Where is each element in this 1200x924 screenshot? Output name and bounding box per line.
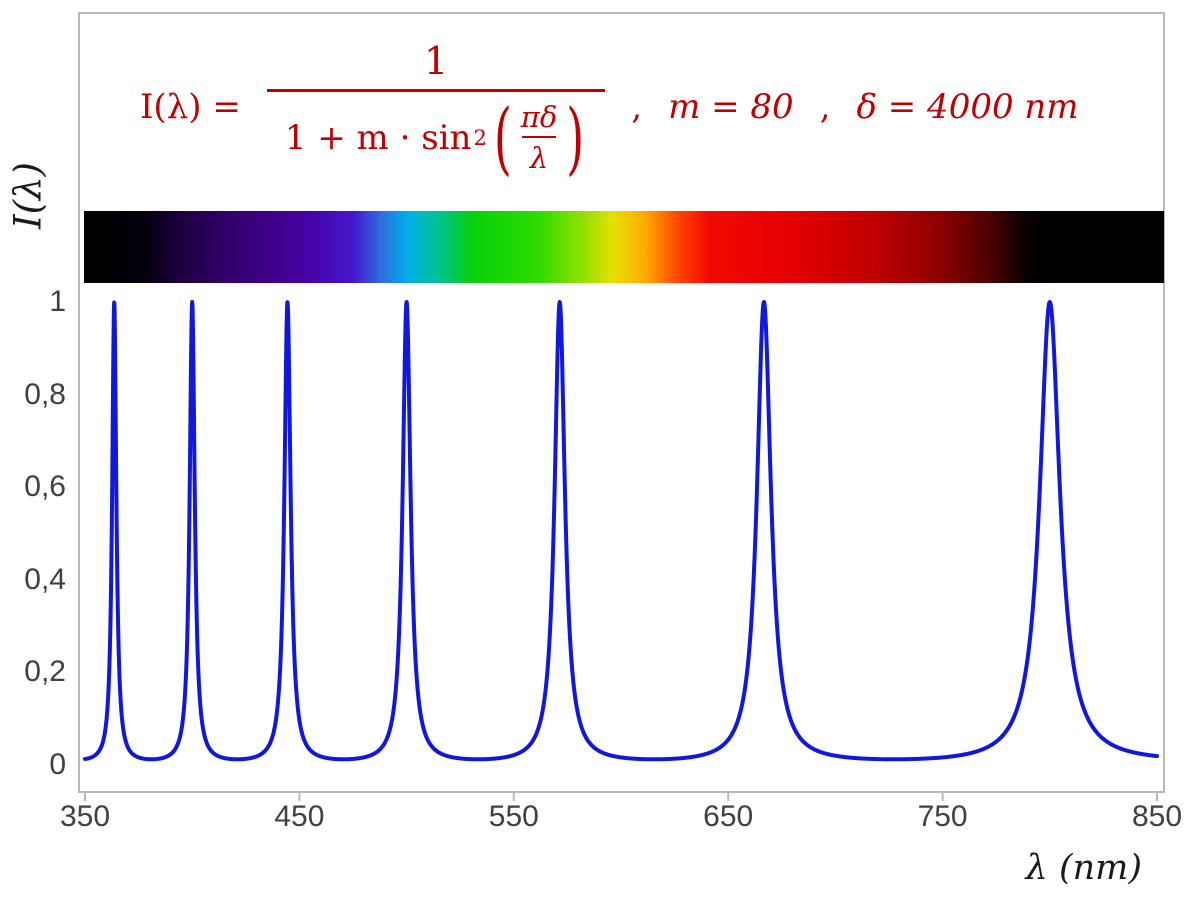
- y-tick-label: 0,2: [24, 655, 66, 689]
- y-tick-label: 0,6: [24, 470, 66, 504]
- open-paren: (: [493, 91, 512, 184]
- close-paren: ): [566, 91, 585, 184]
- x-tick-label: 750: [917, 800, 968, 833]
- param-delta: δ = 4000 nm: [856, 87, 1079, 127]
- inner-denominator: λ: [521, 136, 557, 175]
- inner-numerator: πδ: [520, 100, 558, 134]
- formula-fraction: 1 1 + m · sin 2 ( πδ λ ): [266, 39, 606, 183]
- formula-numerator: 1: [423, 39, 449, 83]
- inner-fraction: πδ λ: [515, 100, 564, 175]
- param-m: m = 80: [668, 87, 794, 127]
- x-tick-label: 850: [1131, 800, 1183, 833]
- x-tick-label: 650: [703, 800, 754, 833]
- x-axis-title: λ (nm): [1025, 848, 1142, 888]
- x-tick-label: 450: [274, 800, 325, 833]
- y-axis-title: I(λ): [6, 162, 50, 230]
- formula-lhs: I(λ) =: [140, 87, 241, 127]
- y-tick-label: 1: [49, 285, 66, 318]
- spectrum-bar: [84, 211, 1164, 283]
- x-tick-label: 550: [488, 800, 539, 833]
- separator: ,: [819, 87, 831, 127]
- formula: I(λ) = 1 1 + m · sin 2 ( πδ λ ) , m = 80 …: [140, 34, 1079, 183]
- y-tick-label: 0,4: [24, 562, 66, 596]
- formula-denominator: 1 + m · sin 2 ( πδ λ ): [266, 89, 606, 183]
- formula-den-base: 1 + m · sin: [284, 117, 472, 158]
- x-tick-label: 350: [59, 800, 111, 833]
- formula-exponent: 2: [473, 125, 487, 150]
- y-tick-label: 0,8: [24, 377, 66, 411]
- y-tick-label: 0: [49, 748, 66, 781]
- separator: ,: [631, 87, 643, 127]
